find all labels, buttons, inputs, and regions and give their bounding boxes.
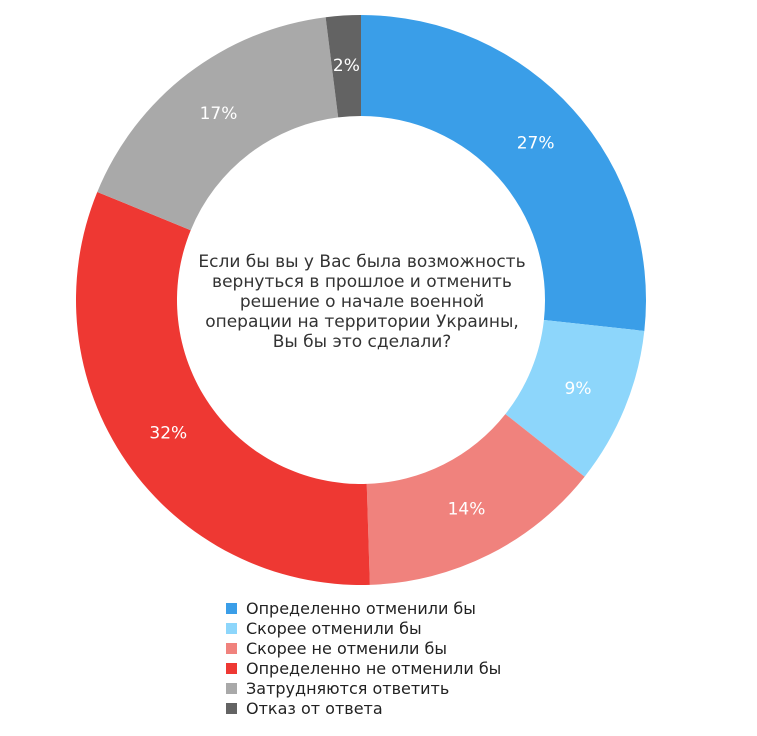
legend-swatch bbox=[226, 702, 237, 714]
chart-title-line: решение о начале военной bbox=[239, 292, 485, 312]
legend-swatch bbox=[226, 622, 237, 634]
chart-title-line: вернуться в прошлое и отменить bbox=[212, 272, 512, 292]
chart-title-line: Вы бы это сделали? bbox=[272, 332, 452, 352]
legend-label: Определенно отменили бы bbox=[246, 598, 476, 618]
legend-item: Скорее отменили бы bbox=[226, 618, 501, 638]
slice-data-label: 32% bbox=[149, 424, 187, 444]
slice-data-label: 9% bbox=[565, 379, 592, 399]
legend-label: Отказ от ответа bbox=[246, 698, 383, 718]
legend-label: Скорее не отменили бы bbox=[246, 638, 448, 658]
legend-swatch bbox=[226, 642, 237, 654]
legend-label: Скорее отменили бы bbox=[246, 618, 422, 638]
slice-data-label: 14% bbox=[448, 499, 486, 519]
legend-swatch bbox=[226, 602, 237, 614]
donut-slice bbox=[366, 414, 585, 585]
chart-title-line: Если бы вы у Вас была возможность bbox=[198, 252, 526, 272]
donut-slice bbox=[75, 191, 370, 585]
donut-slice bbox=[361, 15, 646, 331]
chart-legend: Определенно отменили бы Скорее отменили … bbox=[226, 598, 501, 718]
donut-slice bbox=[505, 319, 645, 477]
slice-data-label: 2% bbox=[333, 56, 360, 76]
slice-data-label: 17% bbox=[200, 104, 238, 124]
legend-label: Определенно не отменили бы bbox=[246, 658, 502, 678]
legend-item: Скорее не отменили бы bbox=[226, 638, 501, 658]
legend-item: Отказ от ответа bbox=[226, 698, 501, 718]
legend-item: Определенно отменили бы bbox=[226, 598, 501, 618]
legend-label: Затрудняются ответить bbox=[246, 678, 450, 698]
chart-title: Если бы вы у Вас была возможность вернут… bbox=[178, 252, 546, 352]
donut-chart: 27% 9% 14% 32% 17% 2% bbox=[75, 15, 646, 585]
legend-swatch bbox=[226, 662, 237, 674]
donut-slice bbox=[97, 17, 339, 231]
donut-slice bbox=[325, 15, 361, 118]
legend-item: Определенно не отменили бы bbox=[226, 658, 501, 678]
legend-swatch bbox=[226, 682, 237, 694]
chart-title-line: операции на территории Украины, bbox=[205, 312, 519, 332]
legend-item: Затрудняются ответить bbox=[226, 678, 501, 698]
slice-data-label: 27% bbox=[517, 133, 555, 153]
